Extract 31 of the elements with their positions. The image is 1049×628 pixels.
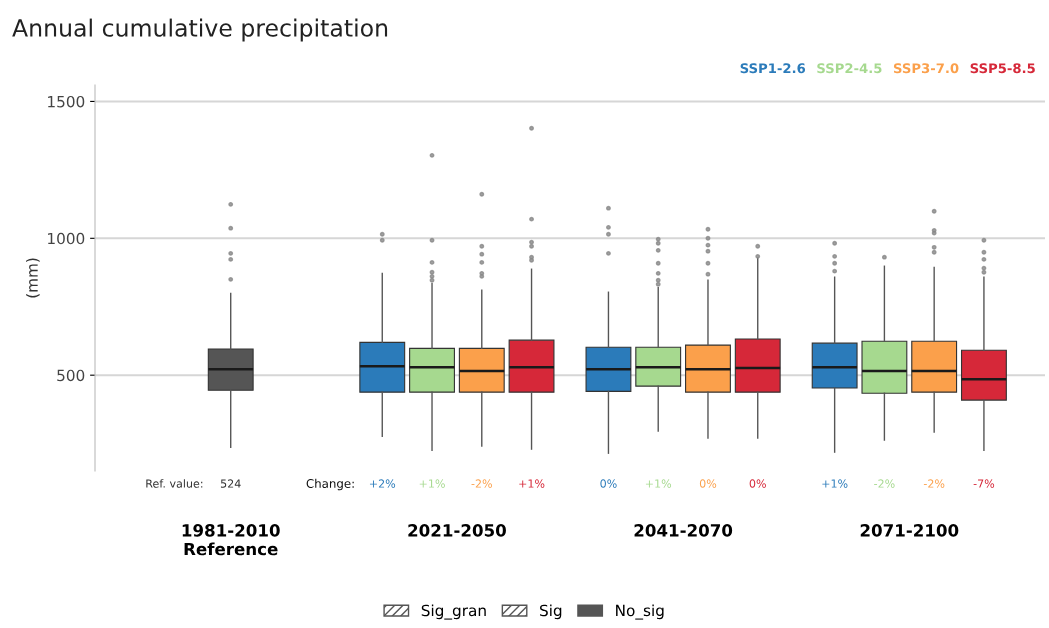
y-tick-label: 1500 xyxy=(48,95,85,108)
text: SSP2-4.5 xyxy=(817,63,882,74)
y-tick-label: 1000 xyxy=(48,232,85,245)
text: Sig xyxy=(540,604,562,620)
text: +1% xyxy=(822,479,848,488)
text: SSP1-2.6 xyxy=(740,63,806,74)
x-tick-label: 2021-2050 xyxy=(408,524,506,537)
text: 0% xyxy=(749,479,766,488)
text: Sig_gran xyxy=(421,604,486,620)
text: SSP3-7.0 xyxy=(893,63,959,74)
text: -2% xyxy=(923,479,945,488)
text: +1% xyxy=(519,479,545,488)
text: +1% xyxy=(645,479,672,488)
text: Change: xyxy=(306,478,354,491)
text: -2% xyxy=(874,479,895,488)
text: No_sig xyxy=(616,604,664,620)
text: SSP5-8.5 xyxy=(970,63,1035,74)
text: +2% xyxy=(369,479,396,488)
text: 0% xyxy=(600,479,617,488)
y-axis-title: (mm) xyxy=(26,258,40,298)
x-tick-label: 2071-2100 xyxy=(860,524,959,537)
text: 524 xyxy=(220,479,241,488)
text: -2% xyxy=(471,479,492,488)
x-tick-label: 1981-2010 Reference xyxy=(182,524,280,556)
y-tick-label: 500 xyxy=(57,369,85,382)
text: +1% xyxy=(419,479,445,488)
chart-title: Annual cumulative precipitation xyxy=(12,18,388,42)
text: Ref. value: xyxy=(146,479,203,488)
text: 0% xyxy=(699,479,717,488)
text: -7% xyxy=(973,479,995,488)
x-tick-label: 2041-2070 xyxy=(634,524,733,537)
